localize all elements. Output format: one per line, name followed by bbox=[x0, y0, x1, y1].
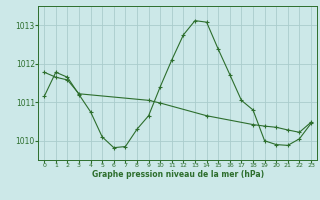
X-axis label: Graphe pression niveau de la mer (hPa): Graphe pression niveau de la mer (hPa) bbox=[92, 170, 264, 179]
